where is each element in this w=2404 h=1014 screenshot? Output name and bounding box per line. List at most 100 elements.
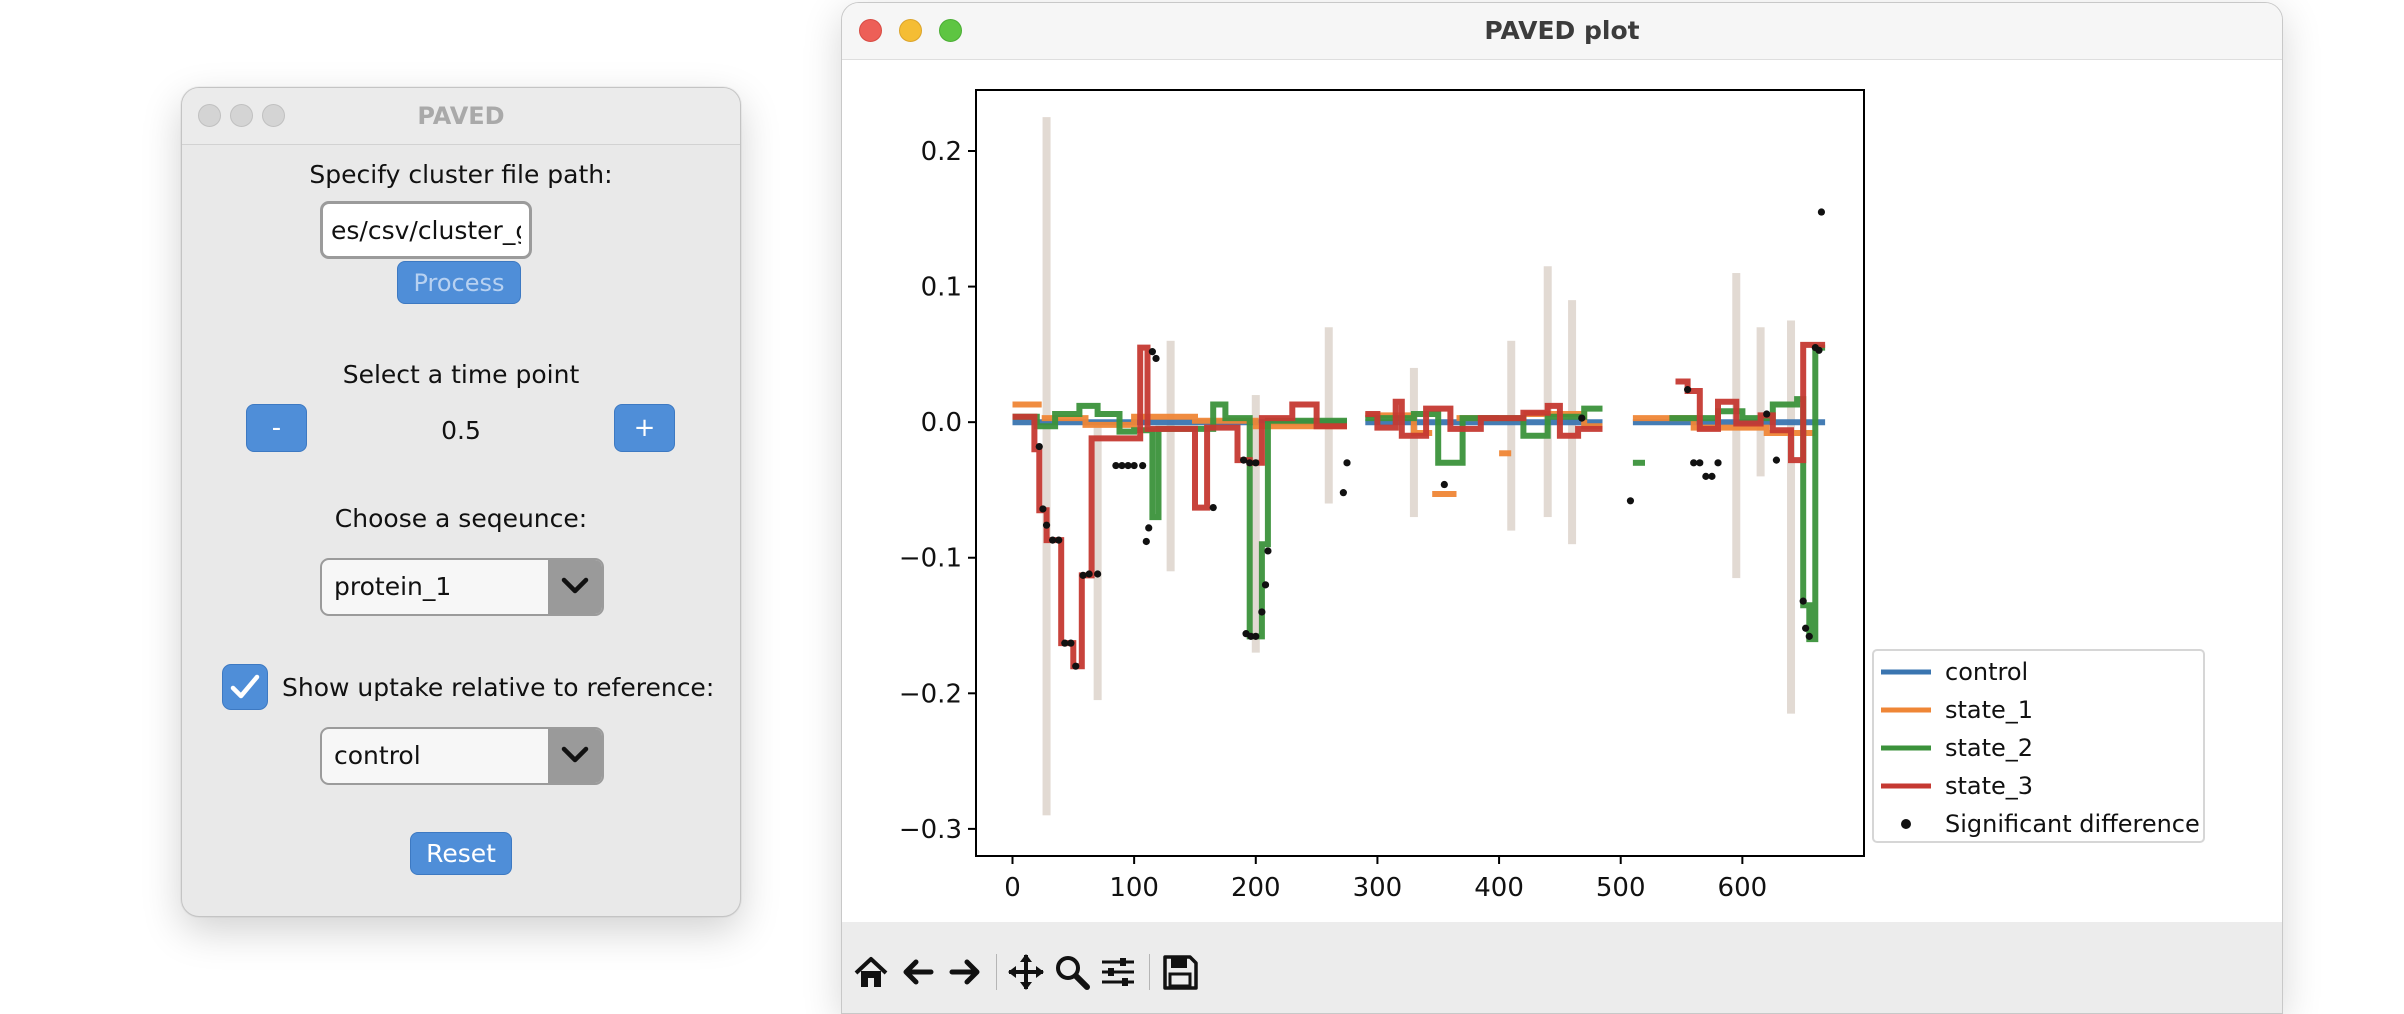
significant-point	[1148, 348, 1156, 356]
paved-control-window: PAVED Specify cluster file path: Process…	[181, 87, 741, 917]
uncertainty-band	[1409, 367, 1418, 518]
sequence-select[interactable]: protein_1	[320, 558, 604, 616]
zoom-window-button[interactable]	[262, 104, 285, 127]
uncertainty-band	[1166, 340, 1175, 572]
significant-point	[1094, 570, 1102, 578]
toolbar-separator	[996, 954, 997, 990]
time-decrement-button[interactable]: -	[246, 404, 307, 452]
x-tick-label: 300	[1353, 873, 1403, 903]
significant-point	[1246, 459, 1254, 467]
uncertainty-band	[1787, 320, 1796, 714]
legend-label: state_2	[1945, 734, 2033, 762]
zoom-button[interactable]	[1052, 952, 1092, 992]
uncertainty-band	[1507, 340, 1516, 531]
significant-point	[1343, 459, 1351, 467]
significant-point	[1209, 503, 1217, 512]
time-increment-button[interactable]: +	[614, 404, 675, 452]
y-tick-label: −0.1	[899, 544, 962, 574]
significant-point	[1708, 472, 1716, 480]
y-tick-label: 0.0	[921, 408, 962, 438]
pan-icon	[1008, 954, 1044, 990]
y-tick-label: 0.2	[921, 137, 962, 167]
minimize-window-button[interactable]	[230, 104, 253, 127]
reference-select[interactable]: control	[320, 727, 604, 785]
chevron-down-icon	[561, 577, 589, 594]
save-icon	[1163, 955, 1198, 990]
uncertainty-band	[1324, 327, 1333, 504]
minimize-window-button[interactable]	[899, 19, 922, 42]
series-line-state-3	[1012, 344, 1347, 670]
significant-point	[1815, 346, 1823, 354]
significant-point	[1578, 414, 1586, 422]
legend-label: state_3	[1945, 772, 2033, 800]
plot-window-title: PAVED plot	[1484, 16, 1640, 45]
time-point-value: 0.5	[441, 416, 481, 445]
save-button[interactable]	[1160, 952, 1200, 992]
forward-button[interactable]	[945, 952, 985, 992]
series-line-state-2	[1669, 344, 1826, 643]
significant-point	[1258, 608, 1266, 616]
uncertainty-band	[1543, 266, 1552, 518]
legend-label: state_1	[1945, 696, 2033, 724]
sequence-select-value: protein_1	[334, 572, 452, 601]
sequence-dropdown-arrow[interactable]	[548, 560, 602, 614]
uncertainty-band	[1251, 395, 1260, 653]
significant-point	[1240, 456, 1248, 464]
plot-axes-frame	[975, 89, 1865, 857]
significant-point	[1802, 624, 1810, 632]
time-point-label: Select a time point	[342, 360, 580, 389]
significant-point	[1702, 472, 1710, 480]
reset-button[interactable]: Reset	[410, 832, 512, 875]
cluster-path-input[interactable]	[320, 201, 532, 259]
pan-button[interactable]	[1006, 952, 1046, 992]
significant-point	[1714, 459, 1722, 467]
configure-subplots-button[interactable]	[1098, 952, 1138, 992]
back-button[interactable]	[898, 952, 938, 992]
toolbar-separator	[1149, 954, 1150, 990]
chevron-down-icon	[561, 746, 589, 763]
significant-point	[1684, 386, 1692, 394]
legend-label: Significant difference	[1945, 810, 2200, 838]
significant-point	[1079, 571, 1087, 579]
zoom-icon	[1056, 956, 1090, 990]
significant-point	[1772, 456, 1781, 464]
significant-point	[1130, 461, 1138, 470]
significant-point	[1124, 461, 1132, 470]
uncertainty-band	[1756, 327, 1765, 477]
relative-uptake-label: Show uptake relative to reference:	[282, 673, 715, 702]
configure-subplots-icon	[1102, 958, 1134, 986]
home-icon	[854, 957, 888, 987]
close-window-button[interactable]	[859, 19, 882, 42]
significant-point	[1067, 639, 1075, 647]
uncertainty-band	[1042, 117, 1051, 816]
legend-label: control	[1945, 658, 2028, 686]
close-window-button[interactable]	[198, 104, 221, 127]
process-button[interactable]: Process	[397, 261, 521, 304]
checkmark-icon	[230, 674, 260, 699]
significant-point	[1763, 410, 1771, 418]
legend-swatch	[1901, 819, 1911, 829]
significant-point	[1264, 547, 1272, 555]
uncertainty-band	[1093, 422, 1102, 701]
significant-point	[1799, 597, 1807, 605]
sequence-label: Choose a seqeunce:	[334, 504, 588, 533]
significant-point	[1145, 524, 1153, 532]
zoom-window-button[interactable]	[939, 19, 962, 42]
y-tick-label: −0.3	[899, 815, 962, 845]
reference-dropdown-arrow[interactable]	[548, 729, 602, 783]
plot-toolbar	[842, 922, 2282, 1013]
significant-point	[1696, 459, 1704, 467]
significant-point	[1072, 662, 1080, 670]
significant-point	[1626, 497, 1635, 505]
y-tick-label: 0.1	[921, 273, 962, 303]
relative-uptake-checkbox[interactable]	[222, 664, 268, 710]
paved-chart[interactable]: 0 100 200 300 400 500 600 0.2 0.1 0.0 −0.1 −0.2 −0.…	[842, 60, 2282, 922]
significant-point	[1112, 461, 1120, 470]
home-button[interactable]	[851, 952, 891, 992]
series-line-state-1	[1041, 413, 1347, 430]
significant-point	[1339, 489, 1347, 497]
significant-point	[1252, 632, 1260, 640]
significant-point	[1805, 632, 1813, 640]
x-tick-label: 400	[1474, 873, 1524, 903]
significant-point	[1261, 581, 1270, 589]
